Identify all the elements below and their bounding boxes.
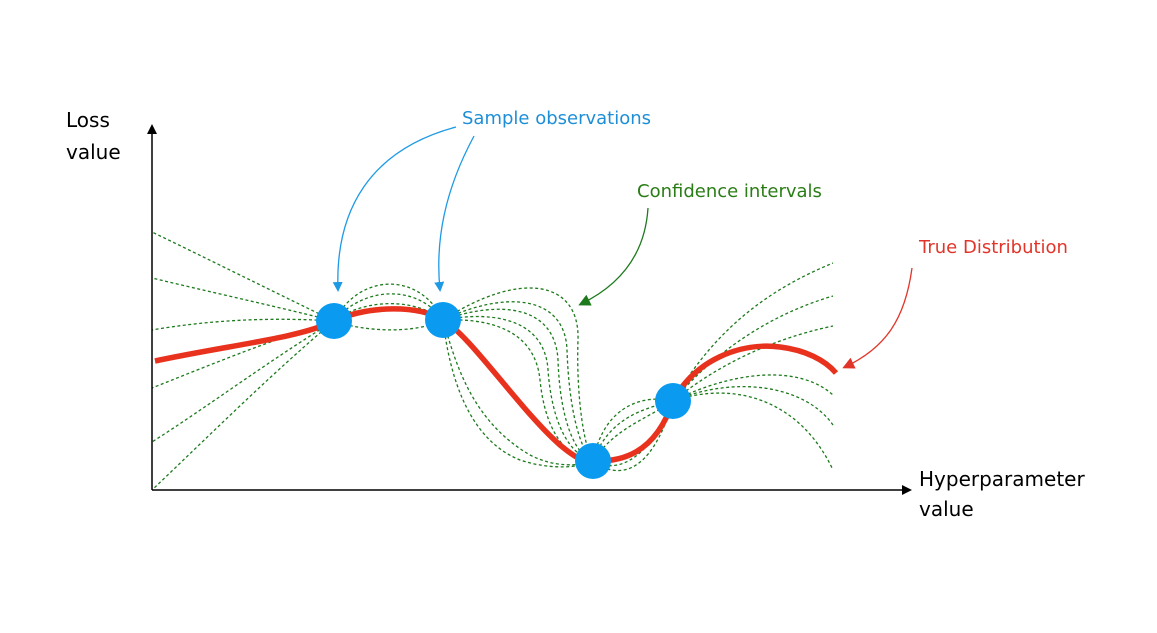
true-distribution-label: True Distribution: [918, 237, 1068, 258]
x-axis-label-line1: Hyperparameter: [919, 467, 1085, 491]
ci-mid23-7: [442, 319, 594, 468]
ci-mid23-2: [442, 301, 594, 462]
ci-mid23-4: [442, 315, 594, 462]
sample-point-3: [575, 443, 611, 479]
x-axis-label-line2: value: [919, 497, 974, 521]
y-axis-label-line1: Loss: [66, 108, 110, 132]
ci-right-6: [672, 392, 834, 471]
ci-left-5: [151, 320, 335, 443]
sample-observations-label: Sample observations: [462, 108, 651, 129]
ci-right-4: [672, 374, 834, 402]
sample-point-2: [425, 302, 461, 338]
sample-arrow-2: [434, 135, 475, 292]
confidence-intervals-label: Confidence intervals: [637, 181, 822, 202]
ci-right-3: [672, 325, 834, 402]
y-axis-label-line2: value: [66, 140, 121, 164]
ci-mid23-3: [442, 308, 594, 462]
ci-right-5: [672, 385, 834, 426]
ci-left-2: [151, 277, 335, 322]
ci-right-2: [672, 295, 834, 402]
ci-left-3: [151, 318, 335, 331]
ci-right-1: [672, 262, 834, 402]
sample-point-1: [316, 303, 352, 339]
ci-left-1: [151, 231, 335, 322]
true-distribution-curve: [154, 306, 839, 464]
sample-points: [316, 302, 691, 479]
ci-mid12-1: [333, 283, 444, 322]
confidence-arrow: [578, 207, 649, 306]
confidence-intervals: [151, 231, 834, 491]
sample-point-4: [655, 383, 691, 419]
ci-mid23-6: [442, 319, 594, 466]
true-distribution-arrow: [842, 267, 913, 369]
ci-mid23-1: [442, 287, 594, 462]
sample-arrow-1: [332, 126, 457, 292]
